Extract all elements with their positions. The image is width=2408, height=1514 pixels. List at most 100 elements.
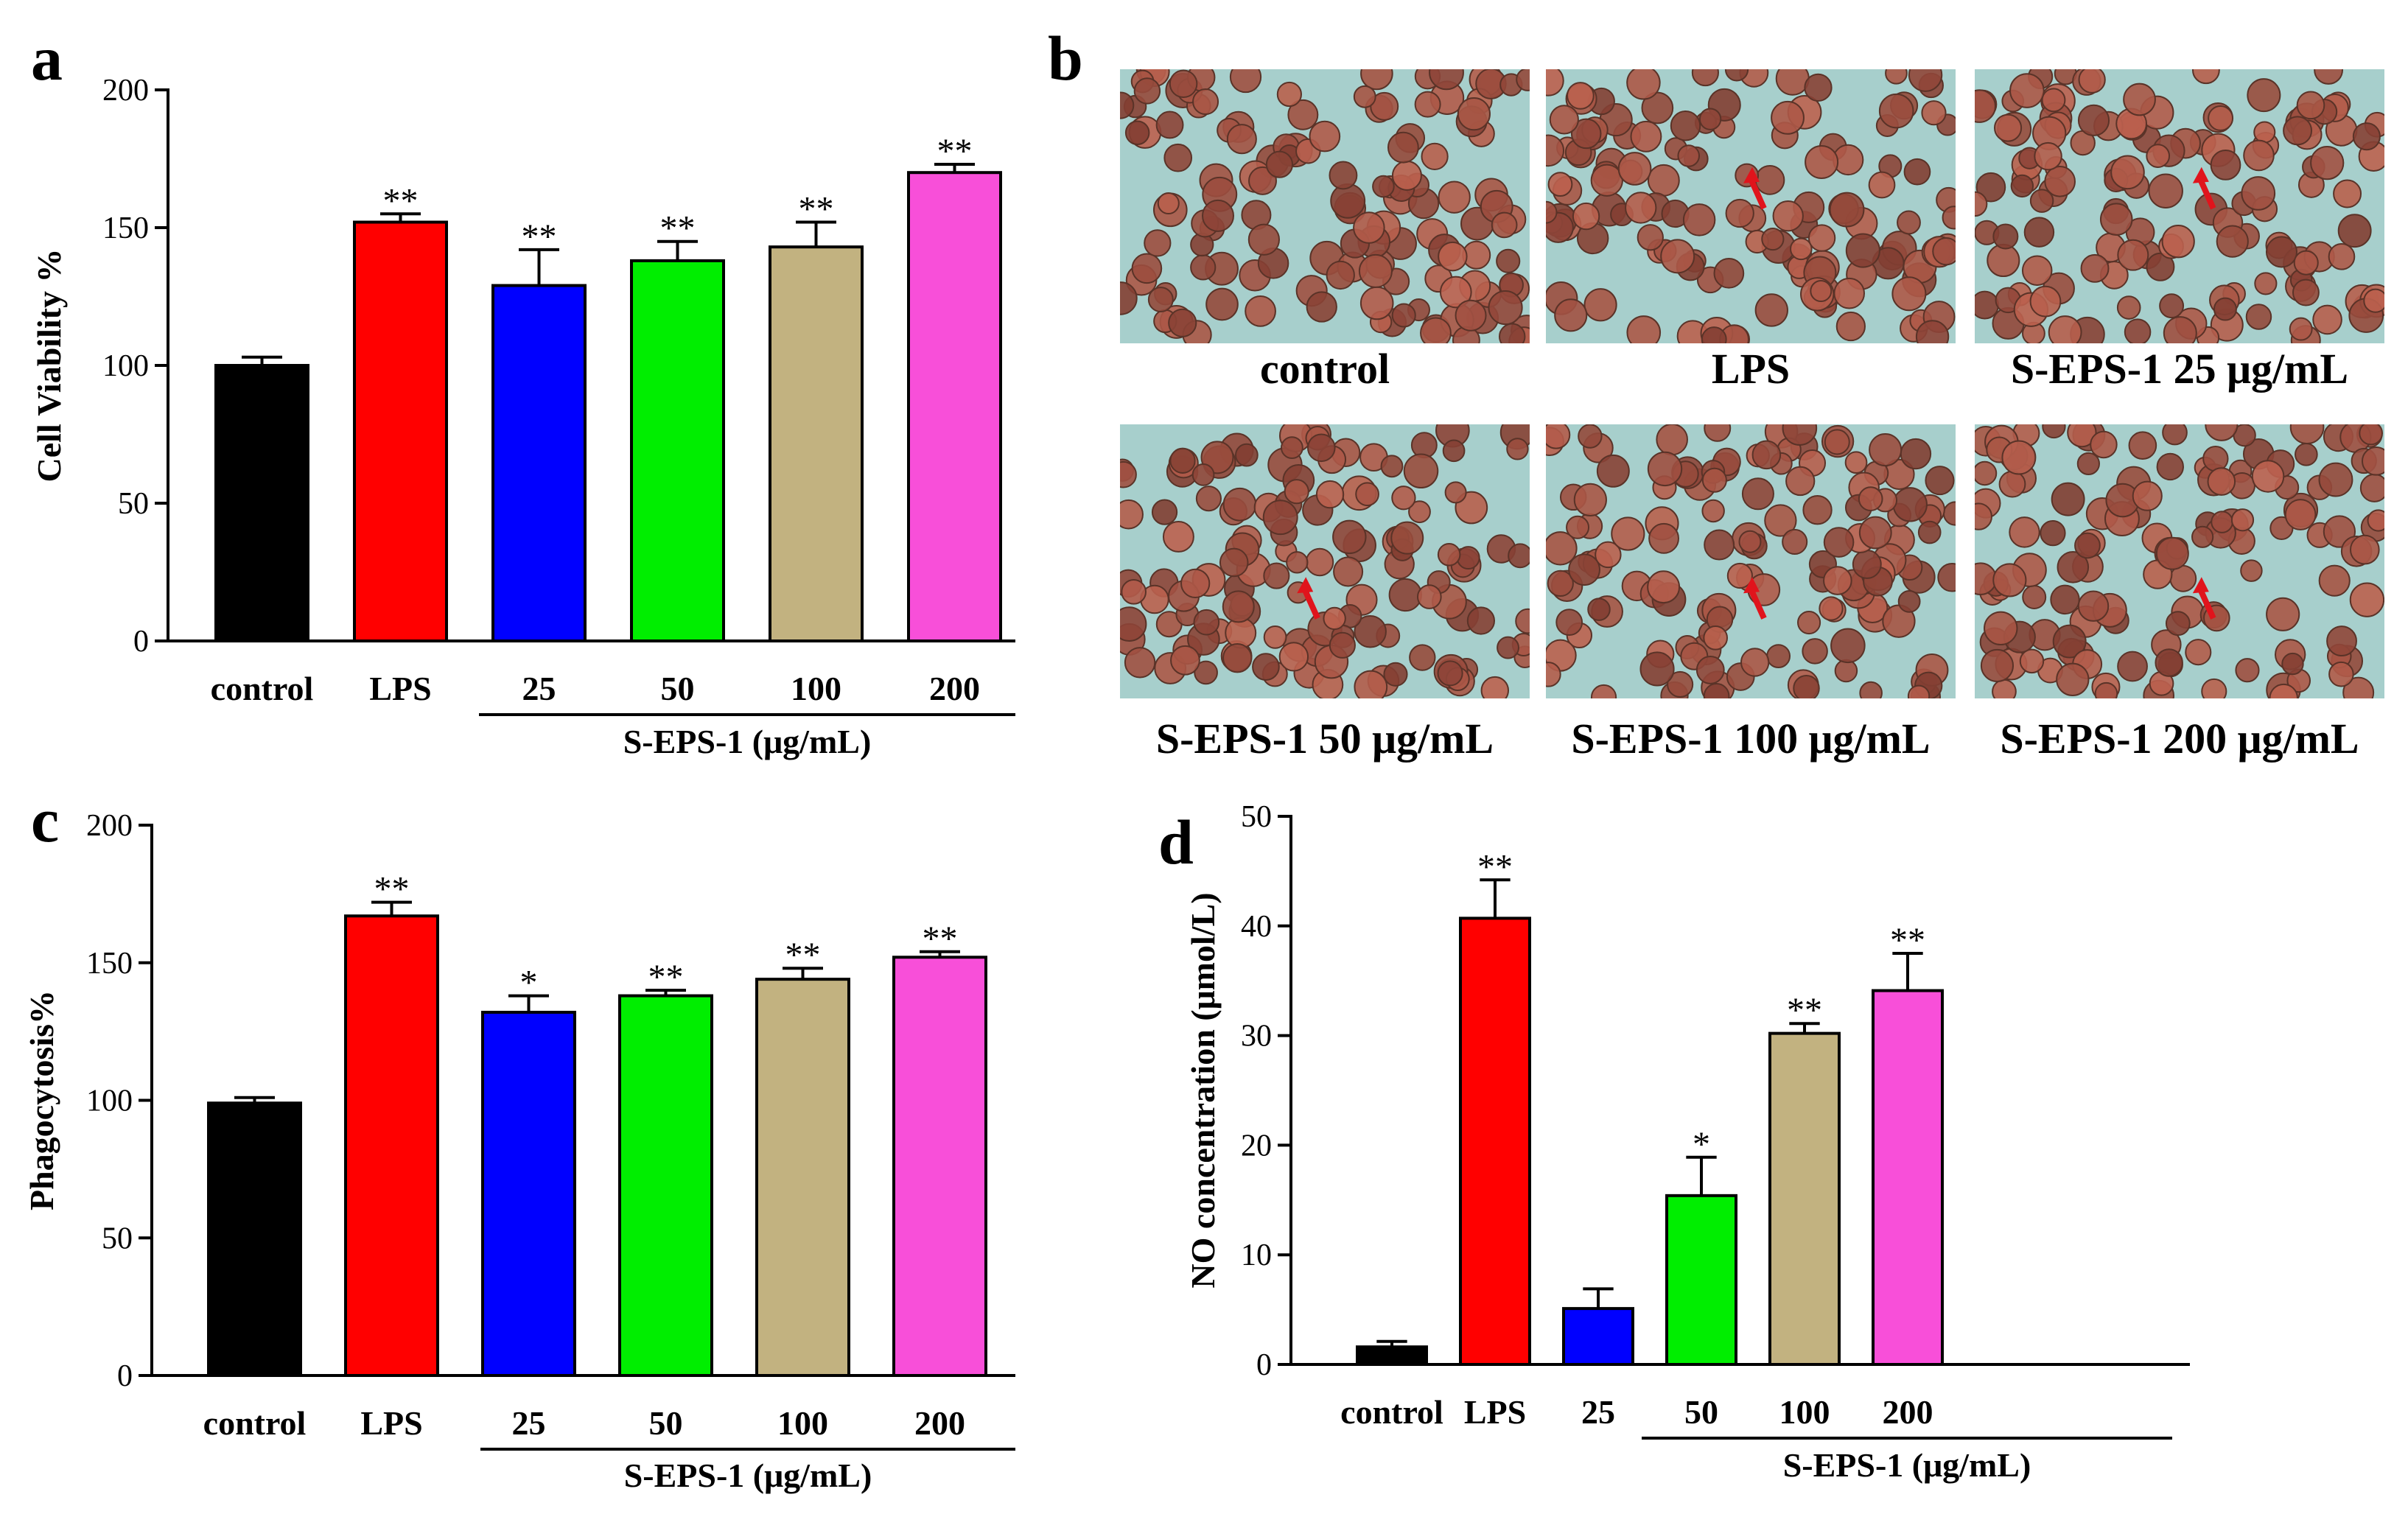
- cell: [1845, 233, 1880, 268]
- cell: [1329, 631, 1356, 659]
- cell: [1326, 260, 1355, 290]
- cell: [1168, 308, 1197, 337]
- cell: [2367, 509, 2384, 532]
- bar-50: [630, 259, 725, 642]
- cell: [1358, 253, 1393, 288]
- cell: [1829, 192, 1865, 228]
- cell: [1998, 470, 2026, 498]
- cell: [1252, 653, 1280, 681]
- y-tick-label: 50: [102, 1222, 133, 1255]
- micrograph-panel: [1546, 424, 1956, 698]
- cell: [1226, 124, 1257, 155]
- cell: [1491, 211, 1518, 239]
- cell: [1695, 655, 1725, 684]
- cell: [2019, 648, 2045, 674]
- cell: [1859, 681, 1883, 698]
- cell: [1892, 487, 1928, 522]
- cell: [1278, 642, 1309, 672]
- cell: [1480, 676, 1509, 698]
- cell: [2117, 651, 2148, 682]
- cell: [1677, 144, 1701, 167]
- y-tick-label: 150: [86, 947, 133, 981]
- cell: [1452, 326, 1480, 343]
- cell: [1897, 589, 1921, 613]
- cell: [1546, 531, 1578, 566]
- cell: [1573, 483, 1607, 516]
- cell: [1771, 100, 1805, 135]
- cell: [1807, 224, 1836, 252]
- cell: [1391, 486, 1416, 511]
- cell: [1810, 280, 1833, 303]
- cell: [2216, 225, 2249, 258]
- group-label: S-EPS-1 (μg/mL): [623, 723, 872, 760]
- cell: [2156, 452, 2184, 481]
- cell: [2241, 176, 2276, 211]
- x-tick-label: control: [203, 1404, 307, 1442]
- cell: [2359, 473, 2384, 502]
- cell: [1420, 317, 1452, 343]
- cell: [2349, 582, 2384, 617]
- cell: [2185, 639, 2212, 666]
- cell: [1124, 647, 1156, 679]
- bar-control: [214, 364, 309, 642]
- cell: [1725, 198, 1754, 228]
- cell: [1390, 521, 1424, 555]
- cell: [1897, 210, 1921, 235]
- cell: [1980, 648, 2015, 682]
- x-tick-label: 100: [1779, 1393, 1830, 1431]
- cell: [1222, 590, 1255, 623]
- y-tick-label: 200: [102, 74, 149, 108]
- cell: [2352, 122, 2381, 151]
- cell: [1647, 164, 1680, 197]
- micrograph-panel: [1975, 424, 2384, 698]
- cell: [1515, 608, 1530, 634]
- cell: [1891, 276, 1927, 312]
- cell: [1975, 562, 1998, 596]
- x-tick-label: 50: [649, 1404, 683, 1442]
- cell: [2051, 482, 2085, 516]
- cell: [2192, 69, 2220, 85]
- arrow-head-icon: [2192, 577, 2209, 594]
- cell: [1701, 326, 1727, 343]
- cell: [1617, 152, 1652, 186]
- cell: [1639, 651, 1675, 687]
- cell: [1547, 569, 1574, 597]
- y-axis-label: Cell Viability %: [30, 249, 68, 483]
- cell: [1262, 500, 1298, 536]
- cell-layer: [1546, 69, 1956, 343]
- cell: [1414, 91, 1441, 118]
- cell: [2034, 141, 2062, 171]
- cell: [2074, 532, 2101, 559]
- y-tick-label: 20: [1241, 1129, 1272, 1163]
- bar-200: [907, 171, 1002, 642]
- cell: [2191, 525, 2214, 548]
- bar-200: [892, 956, 987, 1377]
- cell: [1387, 131, 1419, 164]
- y-tick-label: 50: [1241, 800, 1272, 834]
- cell: [1647, 570, 1681, 604]
- cell: [2292, 278, 2320, 306]
- y-axis-label: NO concentration (μmol/L): [1184, 892, 1222, 1288]
- cell: [1596, 454, 1630, 488]
- cell: [1701, 499, 1725, 523]
- cell: [1878, 93, 1914, 129]
- cell: [2318, 462, 2353, 497]
- cell: [1306, 433, 1336, 463]
- cell: [1834, 659, 1858, 683]
- cell: [1305, 547, 1334, 577]
- arrow-head-icon: [1297, 577, 1314, 594]
- cell: [1391, 303, 1416, 328]
- cell: [1766, 644, 1791, 669]
- cell: [2057, 551, 2090, 583]
- significance-mark: **: [383, 181, 419, 220]
- x-tick-label: 25: [522, 670, 556, 707]
- cell: [1868, 171, 1896, 199]
- cell: [1496, 248, 1521, 273]
- cell: [1437, 660, 1463, 687]
- cell: [2266, 597, 2300, 631]
- cell: [1169, 447, 1196, 474]
- cell: [1408, 500, 1431, 524]
- cell: [2165, 611, 2191, 637]
- cell: [1772, 200, 1804, 232]
- x-tick-label: 200: [929, 670, 980, 707]
